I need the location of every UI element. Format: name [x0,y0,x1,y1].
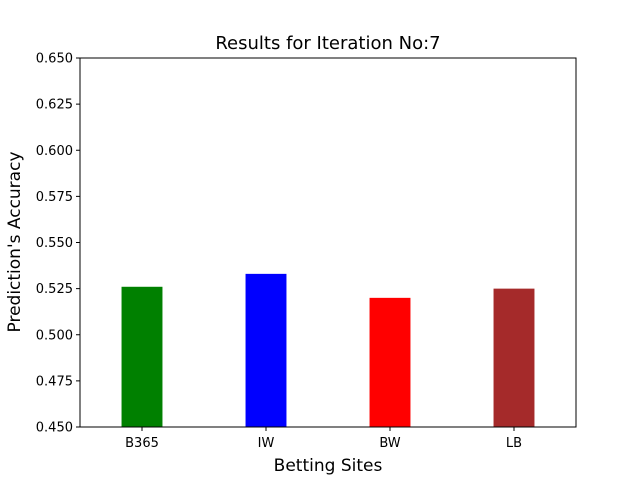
x-tick-label: LB [506,436,522,451]
x-tick-label: IW [258,436,275,451]
y-axis-label: Prediction's Accuracy [5,152,25,333]
y-axis: 0.450 0.475 0.500 0.525 0.550 0.575 0.600 0.625… [36,52,80,436]
x-tick-label: B365 [125,436,159,451]
bars-group [121,273,535,428]
bar-b365 [121,286,163,427]
x-axis-label: Betting Sites [274,456,383,476]
y-tick-label: 0.450 [36,421,73,436]
y-tick-label: 0.650 [36,52,73,67]
bar-bw [369,297,411,427]
x-axis: B365 IW BW LB [125,427,522,451]
bar-iw [245,273,287,427]
bar-lb [493,288,535,428]
y-tick-label: 0.600 [36,144,73,159]
y-tick-label: 0.500 [36,328,73,343]
chart-title: Results for Iteration No:7 [215,33,440,54]
y-tick-label: 0.550 [36,236,73,251]
y-tick-label: 0.575 [36,190,73,205]
y-tick-label: 0.525 [36,282,73,297]
y-tick-label: 0.475 [36,374,73,389]
x-tick-label: BW [379,436,400,451]
y-tick-label: 0.625 [36,98,73,113]
